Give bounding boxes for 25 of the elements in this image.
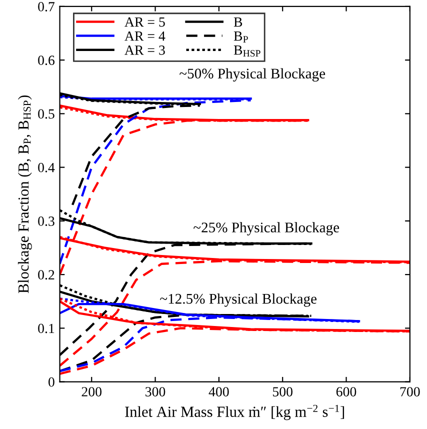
legend-label: B$_{P}$ (234, 31, 248, 42)
y-tick-label: 0.3 (38, 216, 54, 226)
y-tick-label: 0.7 (38, 2, 55, 12)
x-tick-label: 400 (208, 387, 229, 396)
y-tick-label: 0 (48, 377, 54, 387)
legend-label: B (234, 17, 242, 27)
y-tick-label: 0.2 (38, 270, 54, 280)
y-tick-label: 0.1 (38, 324, 54, 334)
annotation: ~12.5% Physical Blockage (160, 293, 317, 307)
x-tick-label: 200 (82, 387, 102, 396)
x-tick-label: 500 (272, 387, 292, 396)
annotation: ~50% Physical Blockage (180, 68, 326, 82)
annotation: ~25% Physical Blockage (194, 222, 340, 236)
legend-label: B$_{HSP}$ (234, 46, 260, 57)
x-tick-label: 300 (146, 387, 166, 396)
x-tick-label: 700 (400, 387, 420, 396)
y-tick-label: 0.4 (38, 162, 55, 172)
y-tick-label: 0.5 (38, 109, 54, 119)
legend-label: AR = 5 (124, 17, 165, 27)
y-axis-title: Blockage Fraction (B, B$_{P}$, B$_{HSP}$) (18, 95, 32, 294)
legend-label: AR = 4 (124, 31, 166, 41)
y-tick-label: 0.6 (38, 56, 55, 66)
x-axis-title: Inlet Air Mass Flux ṁ″ [kg m$^{−2}$ s$^{−1}$] (125, 404, 344, 420)
legend-label: AR = 3 (124, 46, 165, 55)
x-tick-label: 600 (336, 387, 356, 396)
